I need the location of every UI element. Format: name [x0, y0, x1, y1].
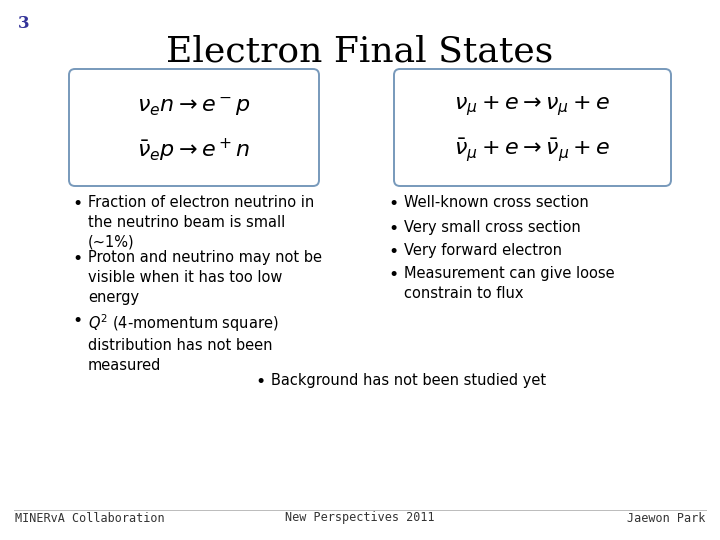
Text: $\nu_e n \rightarrow e^- p$: $\nu_e n \rightarrow e^- p$: [138, 95, 251, 118]
Text: Jaewon Park: Jaewon Park: [626, 511, 705, 524]
Text: Background has not been studied yet: Background has not been studied yet: [271, 373, 546, 388]
Text: •: •: [388, 195, 398, 213]
Text: $\bar{\nu}_e p \rightarrow e^+ n$: $\bar{\nu}_e p \rightarrow e^+ n$: [138, 137, 251, 164]
Text: •: •: [72, 312, 82, 330]
Text: Proton and neutrino may not be
visible when it has too low
energy: Proton and neutrino may not be visible w…: [88, 250, 322, 305]
Text: •: •: [72, 195, 82, 213]
Text: Well-known cross section: Well-known cross section: [404, 195, 589, 210]
Text: •: •: [72, 250, 82, 268]
Text: Measurement can give loose
constrain to flux: Measurement can give loose constrain to …: [404, 266, 615, 301]
Text: 3: 3: [18, 15, 30, 32]
Text: Electron Final States: Electron Final States: [166, 35, 554, 69]
Text: Very small cross section: Very small cross section: [404, 220, 581, 235]
Text: •: •: [388, 266, 398, 284]
Text: •: •: [388, 243, 398, 261]
Text: MINERvA Collaboration: MINERvA Collaboration: [15, 511, 165, 524]
FancyBboxPatch shape: [69, 69, 319, 186]
Text: Fraction of electron neutrino in
the neutrino beam is small
(~1%): Fraction of electron neutrino in the neu…: [88, 195, 314, 249]
FancyBboxPatch shape: [394, 69, 671, 186]
Text: $\nu_\mu + e \rightarrow \nu_\mu + e$: $\nu_\mu + e \rightarrow \nu_\mu + e$: [454, 94, 611, 118]
Text: $\bar{\nu}_\mu + e \rightarrow \bar{\nu}_\mu + e$: $\bar{\nu}_\mu + e \rightarrow \bar{\nu}…: [454, 137, 611, 164]
Text: New Perspectives 2011: New Perspectives 2011: [285, 511, 435, 524]
Text: $Q^2$ (4-momentum square)
distribution has not been
measured: $Q^2$ (4-momentum square) distribution h…: [88, 312, 279, 373]
Text: Very forward electron: Very forward electron: [404, 243, 562, 258]
Text: •: •: [255, 373, 265, 391]
Text: •: •: [388, 220, 398, 238]
